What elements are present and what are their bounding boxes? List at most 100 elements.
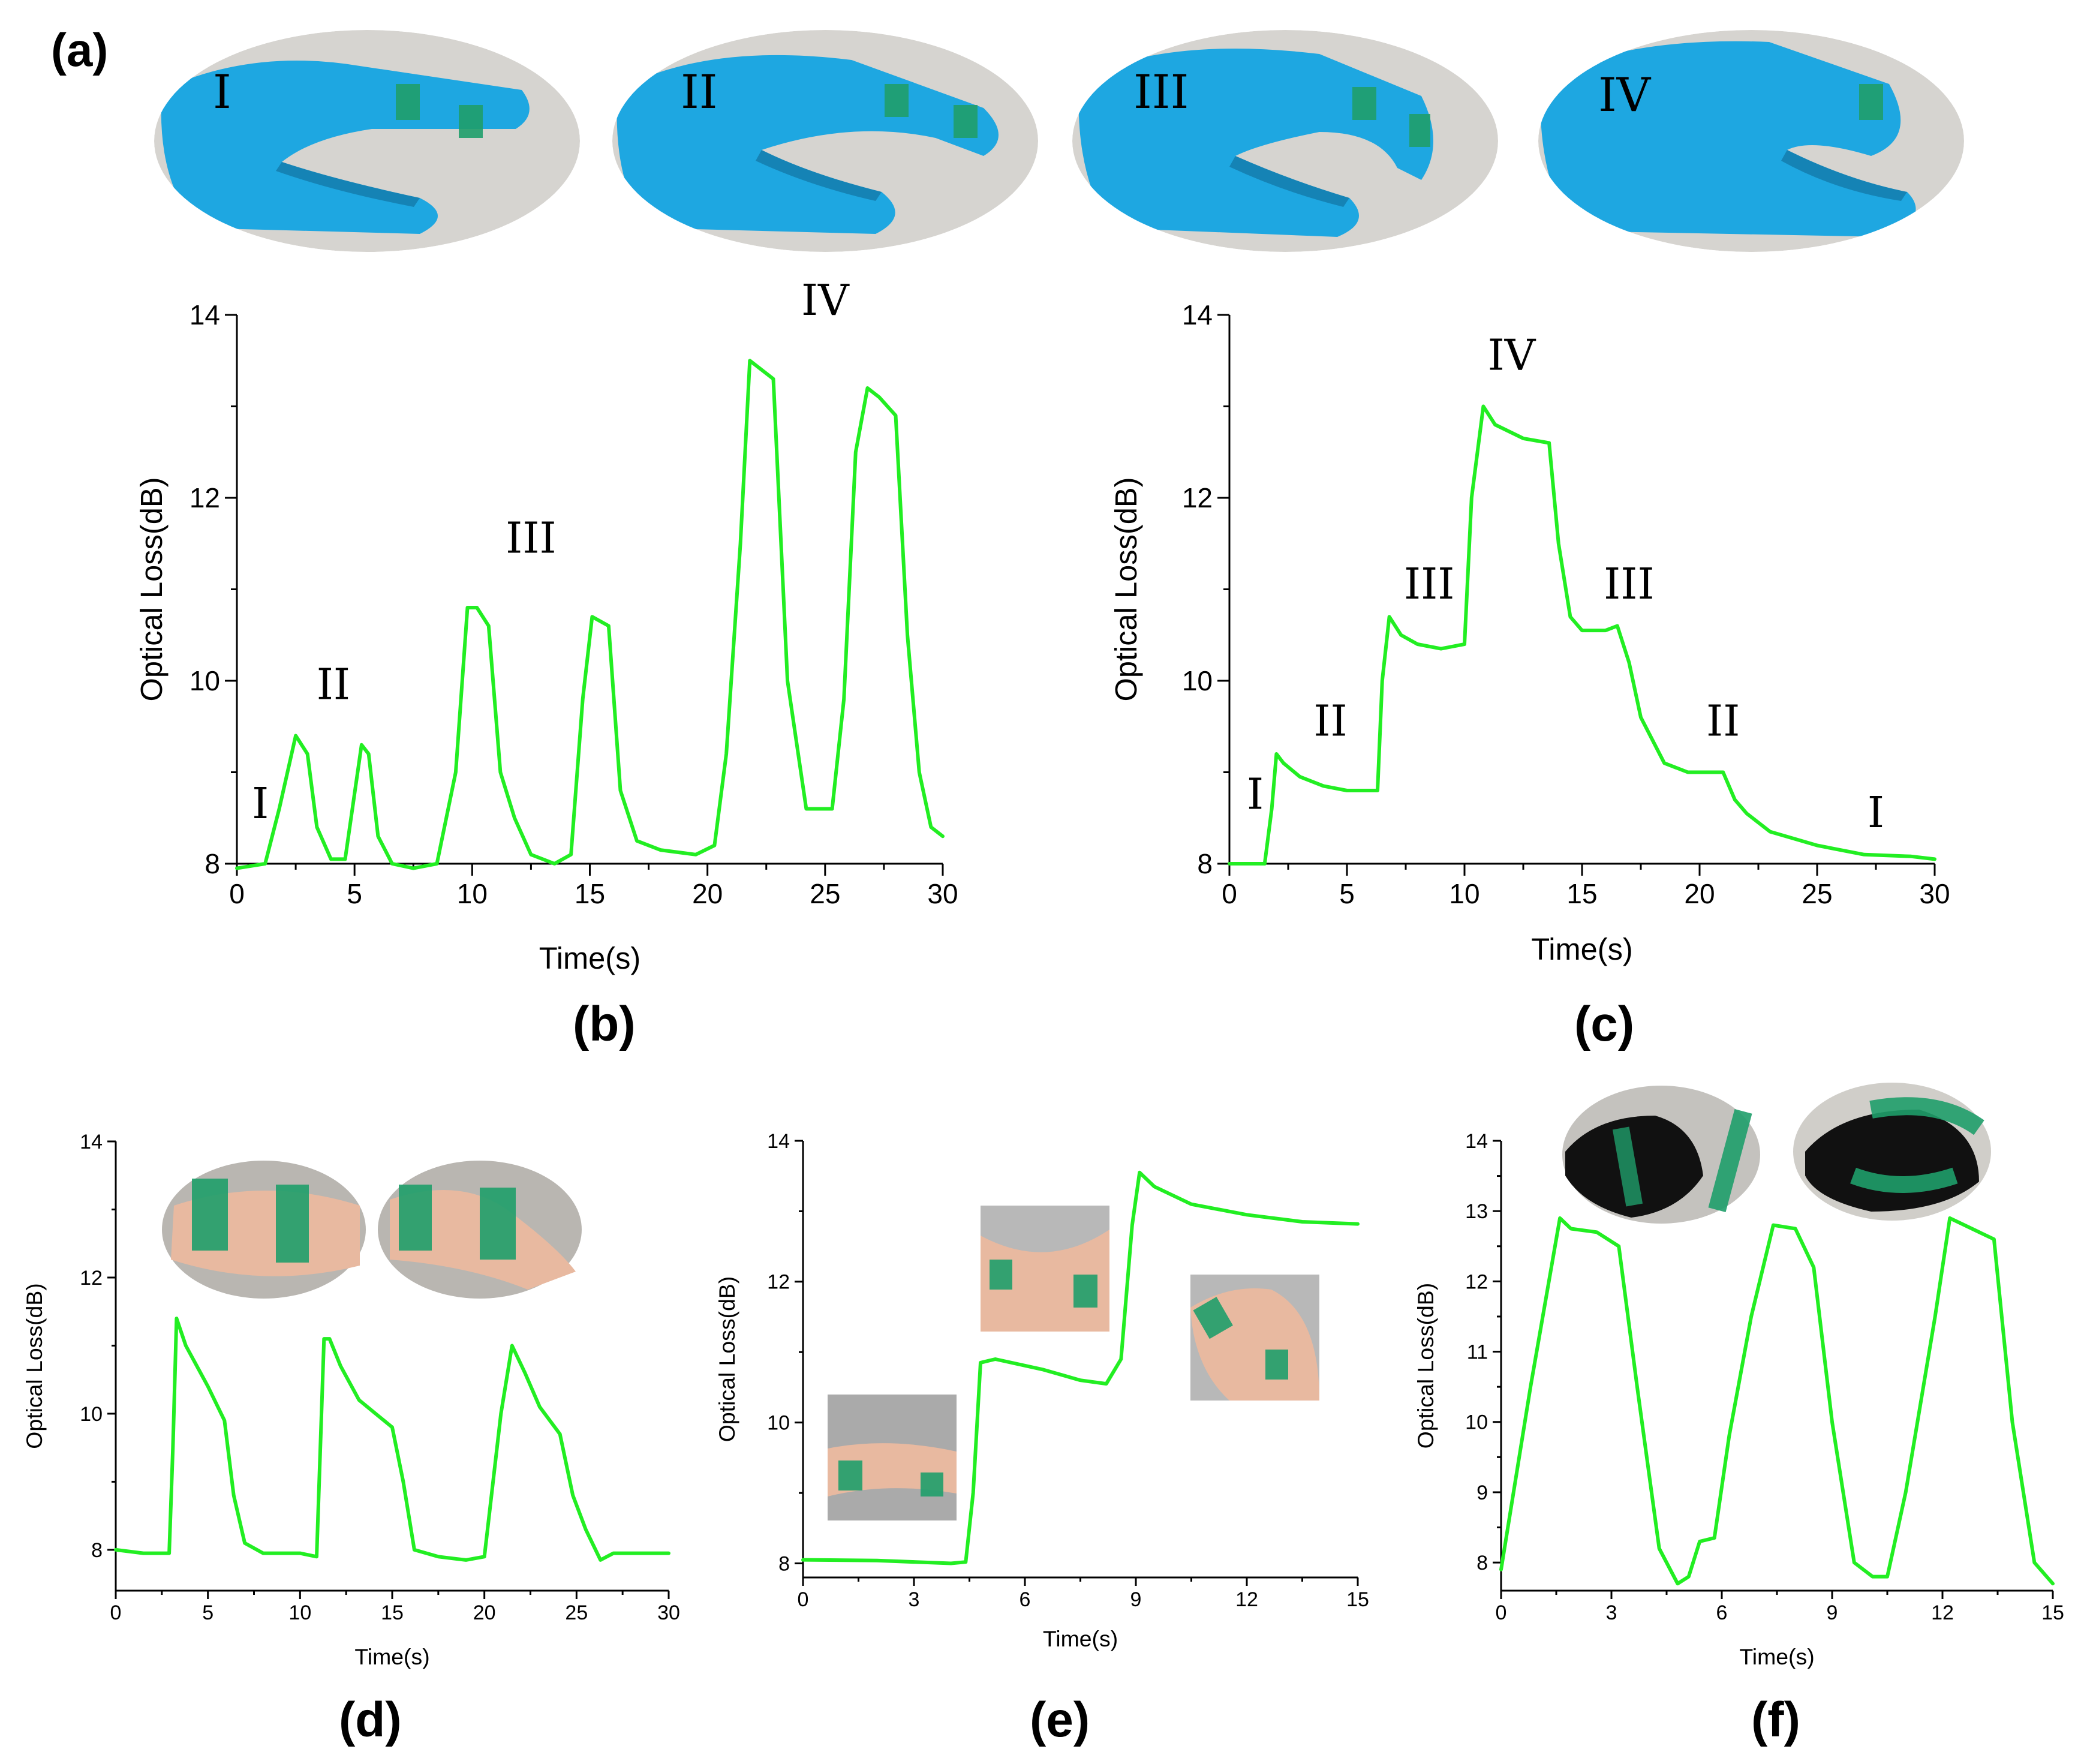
y-tick-label: 12 <box>1465 1270 1488 1293</box>
glove-photo-4 <box>1538 30 1964 252</box>
chart-e: 0 3 6 9 12 15 8 10 12 14 Time(s) Optical Loss(dB) <box>714 1130 1369 1651</box>
series-line-finger <box>235 359 945 870</box>
y-tick-label: 10 <box>767 1412 790 1435</box>
y-axis-label: Optical Loss(dB) <box>1109 477 1143 702</box>
x-tick-label: 25 <box>1802 878 1832 909</box>
series-line-wrist <box>114 1317 670 1562</box>
x-tick-label: 12 <box>1931 1601 1954 1624</box>
state-annotation: IV <box>1488 330 1536 380</box>
x-tick-label: 30 <box>1919 878 1950 909</box>
y-tick-label: 8 <box>205 848 220 879</box>
y-tick-label: 12 <box>80 1267 103 1290</box>
x-tick-label: 0 <box>229 878 245 909</box>
y-tick-label: 12 <box>1182 482 1213 513</box>
x-tick-label: 12 <box>1235 1588 1258 1611</box>
x-tick-label: 25 <box>810 878 840 909</box>
x-tick-label: 15 <box>381 1601 404 1624</box>
x-axis-label: Time(s) <box>539 941 641 975</box>
x-tick-label: 3 <box>1606 1601 1617 1624</box>
state-annotation: I <box>252 779 269 828</box>
x-tick-label: 0 <box>110 1601 122 1624</box>
x-tick-label: 0 <box>1496 1601 1507 1624</box>
x-tick-label: 6 <box>1716 1601 1728 1624</box>
glove-photo-1 <box>154 30 580 252</box>
series-line-knee <box>1499 1216 2055 1586</box>
panel-label-c: (c) <box>1574 997 1634 1051</box>
y-tick-label: 12 <box>190 482 220 513</box>
x-tick-label: 15 <box>1566 878 1597 909</box>
state-annotation: II <box>1313 696 1347 746</box>
y-tick-label: 10 <box>1182 665 1213 696</box>
x-tick-label: 30 <box>927 878 958 909</box>
y-tick-label: 14 <box>1182 299 1213 330</box>
wrist-photo-1 <box>162 1161 366 1299</box>
panel-label-b: (b) <box>573 997 636 1051</box>
knee-photo-bent <box>1793 1083 1991 1221</box>
x-tick-label: 0 <box>798 1588 809 1611</box>
y-tick-label: 13 <box>1465 1200 1488 1223</box>
state-annotation: III <box>1604 559 1655 609</box>
y-tick-label: 14 <box>80 1131 103 1153</box>
chart-b: 0 5 10 15 20 25 30 8 10 12 14 Time(s) Optical Loss(d… <box>134 275 958 975</box>
knee-photo-straight <box>1562 1086 1760 1224</box>
x-tick-label: 20 <box>692 878 723 909</box>
y-tick-label: 10 <box>1465 1411 1488 1434</box>
y-tick-label: 12 <box>767 1271 790 1294</box>
photo-label-3: III <box>1133 65 1189 119</box>
panel-label-f: (f) <box>1751 1693 1800 1747</box>
panel-label-a: (a) <box>51 23 108 76</box>
chart-d: 0 5 10 15 20 25 30 8 10 12 14 Time(s) Optical Loss(d… <box>22 1131 680 1669</box>
x-tick-label: 6 <box>1020 1588 1031 1611</box>
x-tick-label: 5 <box>347 878 362 909</box>
y-tick-label: 10 <box>190 665 220 696</box>
y-tick-label: 11 <box>1467 1341 1488 1363</box>
x-axis-label: Time(s) <box>1043 1626 1118 1651</box>
y-tick-label: 8 <box>1476 1552 1488 1574</box>
glove-photo-3 <box>1072 30 1498 252</box>
x-tick-label: 30 <box>657 1601 680 1624</box>
x-tick-label: 0 <box>1222 878 1237 909</box>
y-axis-label: Optical Loss(dB) <box>714 1276 739 1442</box>
y-tick-label: 14 <box>767 1130 790 1153</box>
state-annotation: III <box>1404 559 1455 609</box>
x-axis-label: Time(s) <box>1739 1644 1814 1669</box>
elbow-photo-bent <box>1190 1275 1319 1401</box>
state-annotation: I <box>1868 788 1884 837</box>
x-tick-label: 10 <box>1449 878 1479 909</box>
photo-label-2: II <box>681 65 718 119</box>
x-tick-label: 15 <box>575 878 605 909</box>
y-tick-label: 8 <box>778 1552 790 1575</box>
x-tick-label: 5 <box>202 1601 213 1624</box>
y-axis-label: Optical Loss(dB) <box>1413 1283 1438 1449</box>
wrist-photo-2 <box>378 1161 582 1299</box>
series-line-elbow <box>801 1170 1360 1565</box>
panel-label-e: (e) <box>1030 1693 1090 1747</box>
y-tick-label: 10 <box>80 1403 103 1426</box>
y-tick-label: 8 <box>1197 848 1213 879</box>
x-tick-label: 9 <box>1130 1588 1142 1611</box>
state-annotation: II <box>1706 696 1740 746</box>
photo-label-1: I <box>213 65 231 119</box>
x-tick-label: 15 <box>1346 1588 1369 1611</box>
x-tick-label: 3 <box>909 1588 920 1611</box>
x-tick-label: 5 <box>1339 878 1355 909</box>
x-tick-label: 20 <box>1684 878 1715 909</box>
state-annotation: IV <box>801 275 850 325</box>
y-tick-label: 14 <box>1465 1130 1488 1153</box>
x-tick-label: 15 <box>2041 1601 2064 1624</box>
elbow-photo-straight <box>828 1395 957 1520</box>
x-tick-label: 10 <box>288 1601 311 1624</box>
y-tick-label: 9 <box>1476 1481 1488 1504</box>
state-annotation: II <box>317 660 350 710</box>
chart-c: 0 5 10 15 20 25 30 8 10 12 14 Time(s) Optical Loss(d… <box>1109 299 1950 966</box>
chart-f: 0 3 6 9 12 15 8 9 10 11 12 13 14 Time(s) Optical Loss(… <box>1413 1130 2064 1669</box>
x-tick-label: 25 <box>565 1601 588 1624</box>
x-tick-label: 10 <box>457 878 488 909</box>
elbow-photo-half-bent <box>981 1206 1109 1332</box>
y-tick-label: 8 <box>91 1539 103 1562</box>
x-axis-label: Time(s) <box>354 1644 429 1669</box>
y-axis-label: Optical Loss(dB) <box>22 1283 47 1449</box>
x-tick-label: 9 <box>1827 1601 1838 1624</box>
panel-label-d: (d) <box>339 1693 402 1747</box>
